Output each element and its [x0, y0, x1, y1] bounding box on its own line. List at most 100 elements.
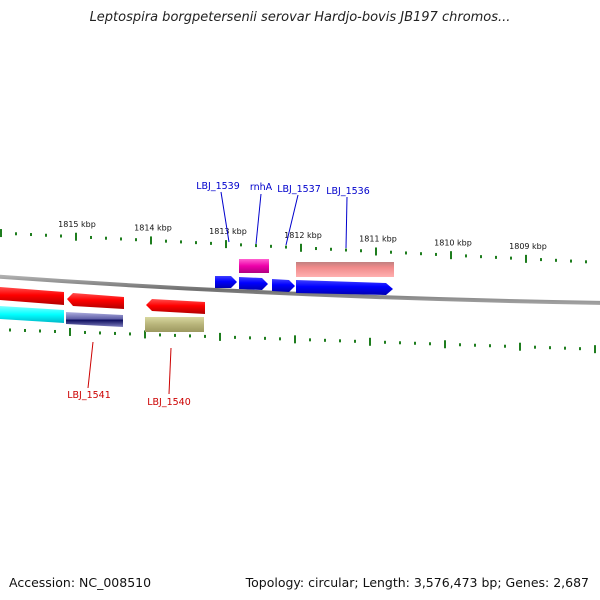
minor-tick [570, 259, 572, 263]
ruler-label: 1813 kbp [209, 227, 247, 236]
minor-tick [459, 343, 461, 347]
minor-tick [465, 254, 467, 258]
minor-tick [579, 347, 581, 351]
ruler-label: 1812 kbp [284, 231, 322, 240]
gene-arrow[interactable] [67, 293, 124, 309]
minor-tick [90, 235, 92, 239]
major-tick [444, 340, 446, 349]
minor-tick [339, 339, 341, 343]
callout-line-LBJ_1539 [220, 191, 230, 243]
minor-tick [345, 248, 347, 252]
major-tick [219, 332, 221, 341]
feature-LBJ_1540[interactable] [145, 299, 205, 332]
major-tick [450, 251, 452, 260]
major-tick [0, 229, 2, 238]
gene-arrow[interactable] [272, 279, 295, 292]
minor-tick [114, 331, 116, 335]
minor-tick [210, 241, 212, 245]
ruler-label: 1809 kbp [509, 242, 547, 251]
minor-tick [324, 338, 326, 342]
minor-tick [240, 243, 242, 247]
gene-arrow[interactable] [146, 299, 205, 314]
gene-arrow[interactable] [239, 277, 268, 290]
minor-tick [390, 250, 392, 254]
minor-tick [234, 335, 236, 339]
minor-tick [120, 237, 122, 241]
minor-tick [195, 241, 197, 245]
cog-box-LBJ_1536 [296, 262, 394, 277]
gene-label-LBJ_1540[interactable]: LBJ_1540 [147, 397, 191, 408]
major-tick [150, 236, 152, 245]
major-tick [75, 232, 77, 241]
ruler-label: 1815 kbp [58, 220, 96, 229]
feature-LBJ_1539[interactable] [215, 276, 237, 288]
feature-LBJ_1541[interactable] [66, 293, 124, 327]
minor-tick [510, 256, 512, 260]
minor-tick [384, 340, 386, 344]
minor-tick [255, 244, 257, 248]
minor-tick [60, 234, 62, 238]
minor-tick [249, 336, 251, 340]
ruler-ticks-bottom [9, 327, 596, 354]
callout-line-LBJ_1537 [285, 194, 299, 246]
minor-tick [30, 233, 32, 237]
gene-label-LBJ_1536[interactable]: LBJ_1536 [326, 186, 370, 197]
callout-line-LBJ_1536 [345, 196, 348, 249]
cog-box-LBJ_1540 [145, 317, 204, 332]
gene-arrow[interactable] [215, 276, 237, 288]
minor-tick [564, 346, 566, 350]
minor-tick [9, 328, 11, 332]
minor-tick [15, 232, 17, 236]
minor-tick [399, 341, 401, 345]
ruler-label: 1814 kbp [134, 224, 172, 233]
gene-label-LBJ_1539[interactable]: LBJ_1539 [196, 181, 240, 192]
major-tick [519, 342, 521, 351]
minor-tick [39, 329, 41, 333]
minor-tick [429, 342, 431, 346]
gene-arrow[interactable] [296, 280, 393, 295]
ruler-labels: 1815 kbp 1814 kbp 1813 kbp 1812 kbp 1811 kbp… [58, 220, 547, 251]
minor-tick [129, 332, 131, 336]
feature-LBJ_1536[interactable] [296, 262, 394, 295]
minor-tick [99, 331, 101, 335]
minor-tick [279, 337, 281, 341]
minor-tick [534, 345, 536, 349]
map-title: Leptospira borgpetersenii serovar Hardjo… [89, 10, 511, 25]
callout-line-LBJ_1541 [87, 341, 94, 389]
minor-tick [360, 249, 362, 253]
gene-label-LBJ_1537[interactable]: LBJ_1537 [277, 184, 321, 195]
minor-tick [264, 336, 266, 340]
minor-tick [435, 252, 437, 256]
minor-tick [420, 252, 422, 256]
feature-LBJ_1537[interactable] [272, 279, 295, 292]
minor-tick [204, 334, 206, 338]
accession-text: Accession: NC_008510 [9, 575, 152, 590]
gene-label-LBJ_1541[interactable]: LBJ_1541 [67, 390, 111, 401]
major-tick [525, 254, 527, 263]
minor-tick [585, 260, 587, 264]
major-tick [369, 337, 371, 346]
feature-rnhA[interactable] [239, 259, 269, 290]
minor-tick [354, 339, 356, 343]
minor-tick [189, 334, 191, 338]
gene-arrow[interactable] [0, 287, 64, 305]
major-tick [225, 240, 227, 249]
callout-line-LBJ_1540 [168, 347, 172, 395]
gene-label-rnhA[interactable]: rnhA [250, 182, 273, 193]
major-tick [294, 335, 296, 344]
minor-tick [105, 236, 107, 240]
minor-tick [489, 344, 491, 348]
minor-tick [159, 333, 161, 337]
minor-tick [315, 247, 317, 251]
feature-left-partial[interactable] [0, 287, 64, 323]
minor-tick [270, 244, 272, 248]
minor-tick [555, 258, 557, 262]
major-tick [144, 330, 146, 339]
minor-tick [495, 255, 497, 259]
minor-tick [414, 341, 416, 345]
minor-tick [165, 239, 167, 243]
cog-box-left-partial [0, 306, 64, 323]
major-tick [300, 243, 302, 252]
minor-tick [54, 329, 56, 333]
